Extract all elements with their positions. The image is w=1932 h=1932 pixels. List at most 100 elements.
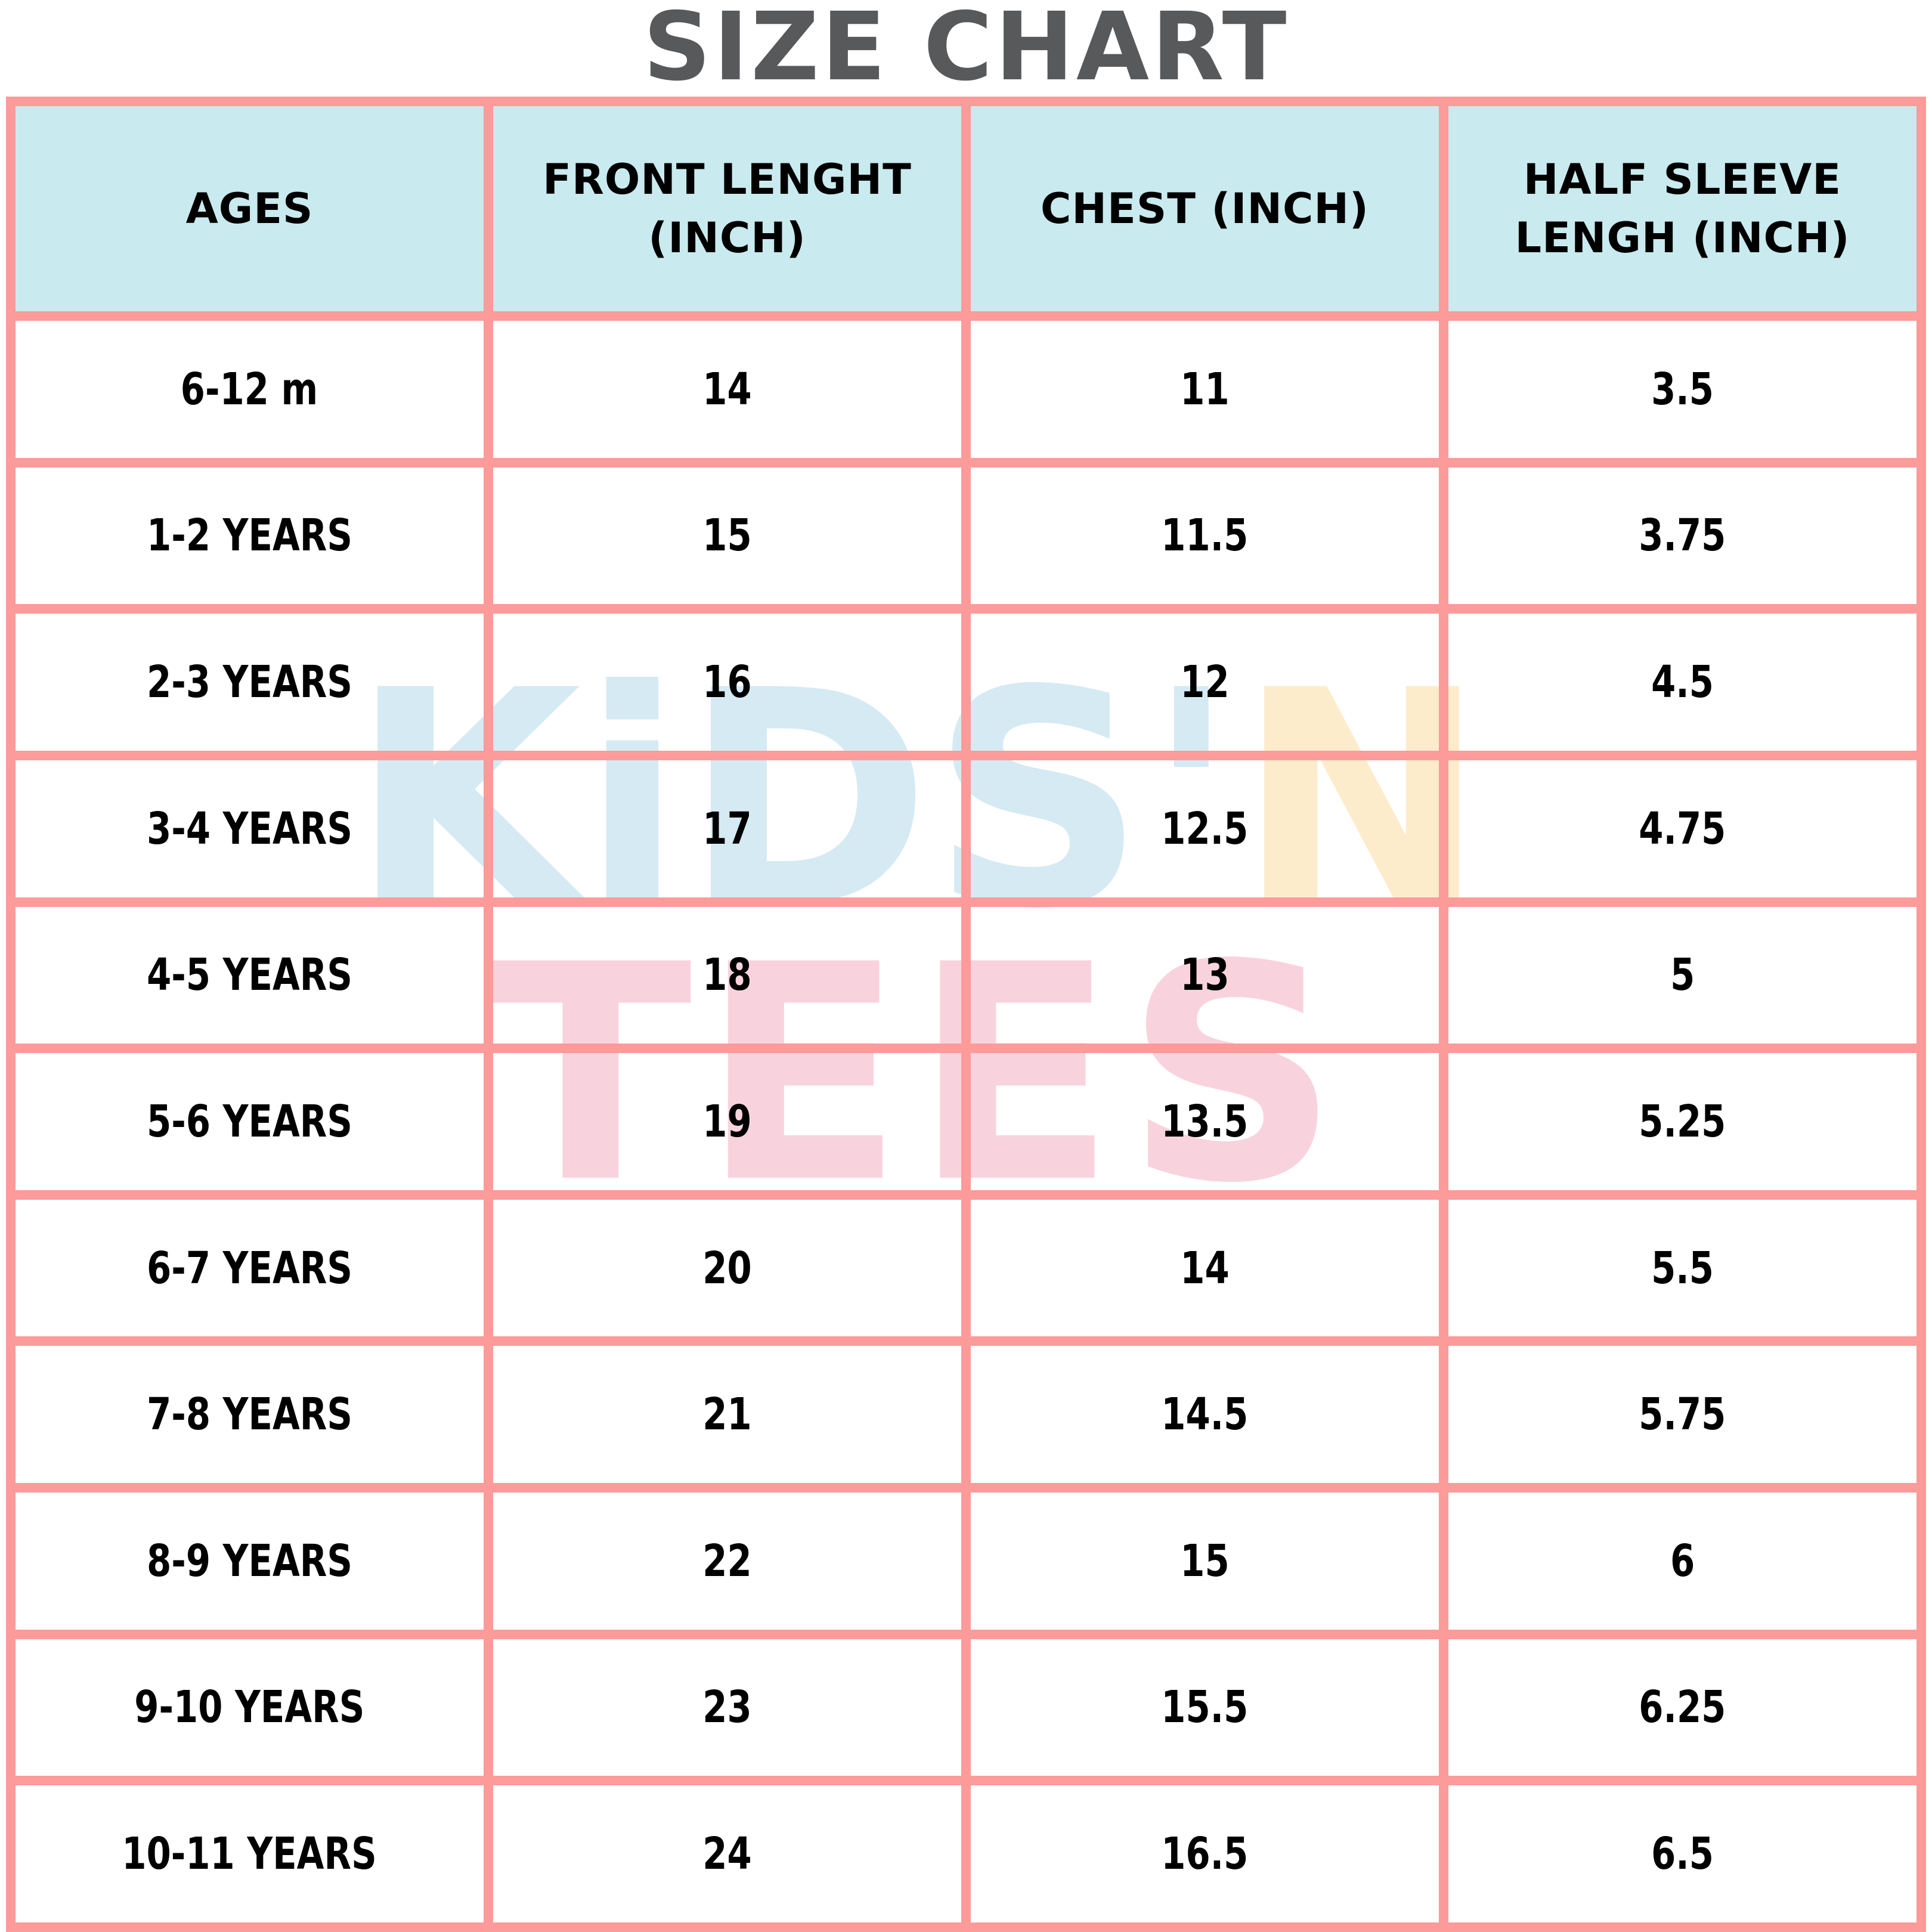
cell-half-sleeve-value: 6.25 — [1639, 1682, 1726, 1733]
cell-front-length: 19 — [484, 1044, 971, 1200]
cell-front-length-value: 16 — [702, 657, 752, 708]
cell-front-length: 15 — [484, 457, 971, 614]
table-row: 7-8 YEARS 21 14.5 5.75 — [6, 1336, 1926, 1493]
cell-ages-value: 6-7 YEARS — [147, 1242, 352, 1294]
cell-half-sleeve: 5 — [1439, 897, 1926, 1054]
cell-chest-value: 14.5 — [1161, 1389, 1249, 1441]
cell-half-sleeve: 6 — [1439, 1483, 1926, 1639]
cell-half-sleeve-value: 5.25 — [1639, 1095, 1726, 1147]
cell-ages: 1-2 YEARS — [6, 457, 493, 614]
cell-half-sleeve: 3.75 — [1439, 457, 1926, 614]
cell-half-sleeve-value: 5.5 — [1651, 1242, 1714, 1294]
cell-front-length: 14 — [484, 311, 971, 467]
table-row: 5-6 YEARS 19 13.5 5.25 — [6, 1044, 1926, 1200]
cell-chest: 15.5 — [961, 1629, 1448, 1786]
cell-half-sleeve: 6.25 — [1439, 1629, 1926, 1786]
cell-half-sleeve: 3.5 — [1439, 311, 1926, 467]
cell-front-length: 24 — [484, 1776, 971, 1932]
cell-ages: 2-3 YEARS — [6, 604, 493, 760]
cell-chest-value: 16.5 — [1161, 1828, 1249, 1880]
cell-half-sleeve-value: 5.75 — [1639, 1389, 1726, 1441]
cell-half-sleeve: 5.75 — [1439, 1336, 1926, 1493]
cell-front-length: 20 — [484, 1190, 971, 1346]
cell-ages-value: 1-2 YEARS — [147, 510, 352, 562]
table-row: 10-11 YEARS 24 16.5 6.5 — [6, 1776, 1926, 1932]
cell-ages-value: 3-4 YEARS — [147, 803, 352, 854]
table-body: 6-12 m 14 11 3.5 1-2 YEARS 15 11.5 3.75 2-3 YEAR… — [6, 311, 1926, 1932]
cell-front-length-value: 18 — [702, 949, 752, 1001]
cell-front-length: 22 — [484, 1483, 971, 1639]
cell-front-length-value: 14 — [702, 363, 752, 415]
cell-chest-value: 11.5 — [1161, 510, 1249, 562]
cell-front-length: 18 — [484, 897, 971, 1054]
cell-ages-value: 2-3 YEARS — [147, 657, 352, 708]
cell-chest-value: 12 — [1180, 657, 1230, 708]
table-row: 9-10 YEARS 23 15.5 6.25 — [6, 1629, 1926, 1786]
table-row: 2-3 YEARS 16 12 4.5 — [6, 604, 1926, 760]
cell-front-length-value: 23 — [702, 1682, 752, 1733]
cell-chest: 15 — [961, 1483, 1448, 1639]
cell-chest: 12 — [961, 604, 1448, 760]
cell-ages: 3-4 YEARS — [6, 750, 493, 907]
cell-chest-value: 14 — [1180, 1242, 1230, 1294]
cell-half-sleeve-value: 3.5 — [1651, 363, 1714, 415]
page-title: SIZE CHART — [643, 0, 1289, 102]
cell-half-sleeve-value: 6 — [1670, 1535, 1695, 1587]
table-row: 4-5 YEARS 18 13 5 — [6, 897, 1926, 1054]
cell-front-length-value: 17 — [702, 803, 752, 854]
cell-chest: 13.5 — [961, 1044, 1448, 1200]
cell-half-sleeve: 4.5 — [1439, 604, 1926, 760]
cell-chest: 12.5 — [961, 750, 1448, 907]
cell-ages-value: 8-9 YEARS — [147, 1535, 352, 1587]
cell-ages: 10-11 YEARS — [6, 1776, 493, 1932]
cell-chest: 16.5 — [961, 1776, 1448, 1932]
cell-ages: 4-5 YEARS — [6, 897, 493, 1054]
cell-ages-value: 6-12 m — [181, 363, 318, 415]
cell-ages-value: 5-6 YEARS — [147, 1095, 352, 1147]
cell-chest: 13 — [961, 897, 1448, 1054]
header-front-length: FRONT LENGHT (INCH) — [484, 97, 971, 321]
cell-front-length-value: 22 — [702, 1535, 752, 1587]
cell-chest-value: 13 — [1180, 949, 1230, 1001]
cell-half-sleeve: 6.5 — [1439, 1776, 1926, 1932]
cell-chest: 14.5 — [961, 1336, 1448, 1493]
cell-front-length: 16 — [484, 604, 971, 760]
cell-half-sleeve: 4.75 — [1439, 750, 1926, 907]
cell-front-length: 23 — [484, 1629, 971, 1786]
cell-front-length-value: 19 — [702, 1095, 752, 1147]
cell-ages: 5-6 YEARS — [6, 1044, 493, 1200]
cell-ages-value: 9-10 YEARS — [134, 1682, 365, 1733]
cell-half-sleeve-value: 3.75 — [1639, 510, 1726, 562]
cell-chest-value: 15 — [1180, 1535, 1230, 1587]
cell-ages: 9-10 YEARS — [6, 1629, 493, 1786]
cell-ages-value: 7-8 YEARS — [147, 1389, 352, 1441]
cell-half-sleeve-value: 4.75 — [1639, 803, 1726, 854]
cell-half-sleeve: 5.25 — [1439, 1044, 1926, 1200]
cell-chest-value: 15.5 — [1161, 1682, 1249, 1733]
cell-ages: 8-9 YEARS — [6, 1483, 493, 1639]
size-table-area: KiDS'N TEES AGES FRONT LENGHT (INCH) CHE… — [6, 97, 1926, 1932]
table-row: 8-9 YEARS 22 15 6 — [6, 1483, 1926, 1639]
header-ages: AGES — [6, 97, 493, 321]
cell-half-sleeve-value: 6.5 — [1651, 1828, 1714, 1880]
size-chart-table: AGES FRONT LENGHT (INCH) CHEST (INCH) HA… — [6, 97, 1926, 1932]
cell-ages-value: 10-11 YEARS — [122, 1828, 377, 1880]
cell-ages: 7-8 YEARS — [6, 1336, 493, 1493]
cell-front-length-value: 15 — [702, 510, 752, 562]
cell-front-length-value: 20 — [702, 1242, 752, 1294]
table-row: 3-4 YEARS 17 12.5 4.75 — [6, 750, 1926, 907]
header-half-sleeve: HALF SLEEVE LENGH (INCH) — [1439, 97, 1926, 321]
cell-front-length: 21 — [484, 1336, 971, 1493]
cell-chest: 11 — [961, 311, 1448, 467]
header-row: AGES FRONT LENGHT (INCH) CHEST (INCH) HA… — [6, 97, 1926, 321]
header-chest: CHEST (INCH) — [961, 97, 1448, 321]
table-row: 6-12 m 14 11 3.5 — [6, 311, 1926, 467]
cell-half-sleeve-value: 5 — [1670, 949, 1695, 1001]
cell-chest: 11.5 — [961, 457, 1448, 614]
cell-chest-value: 12.5 — [1161, 803, 1249, 854]
cell-front-length-value: 24 — [702, 1828, 752, 1880]
cell-front-length-value: 21 — [702, 1389, 752, 1441]
cell-half-sleeve: 5.5 — [1439, 1190, 1926, 1346]
cell-chest-value: 13.5 — [1161, 1095, 1249, 1147]
